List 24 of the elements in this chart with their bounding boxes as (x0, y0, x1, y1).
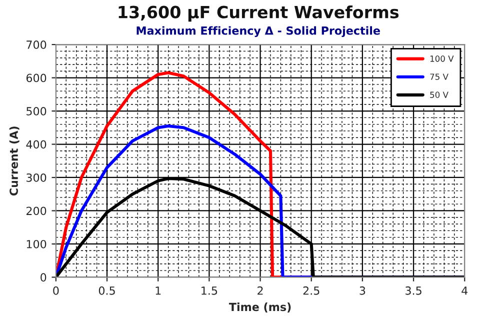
x-tick-label: 0 (53, 286, 59, 295)
y-tick-label: 200 (26, 206, 46, 216)
x-tick-label: 2 (258, 286, 263, 295)
legend-label: 75 V (430, 74, 448, 80)
y-tick-label: 100 (26, 240, 46, 248)
chart-subtitle: Maximum Efficiency Δ - Solid Projectile (136, 26, 380, 38)
x-tick-label: 0.5 (98, 286, 115, 295)
x-axis-title: Time (ms) (228, 302, 291, 312)
x-tick-label: 2.5 (303, 286, 320, 295)
y-tick-label: 0 (40, 273, 46, 282)
y-tick-label: 500 (26, 106, 46, 116)
chart-title: 13,600 µF Current Waveforms (118, 5, 399, 22)
y-tick-label: 700 (26, 40, 46, 49)
x-tick-label: 1 (156, 286, 161, 295)
y-tick-label: 300 (26, 173, 46, 182)
y-axis-title: Current (A) (9, 126, 20, 196)
x-tick-label: 4 (462, 286, 468, 295)
legend-label: 50 V (430, 92, 448, 98)
legend-label: 100 V (430, 56, 454, 62)
x-tick-label: 1.5 (202, 286, 218, 295)
x-tick-label: 3 (360, 286, 366, 295)
x-tick-label: 3.5 (406, 286, 422, 295)
y-tick-label: 600 (26, 74, 46, 82)
y-tick-label: 400 (26, 140, 46, 149)
